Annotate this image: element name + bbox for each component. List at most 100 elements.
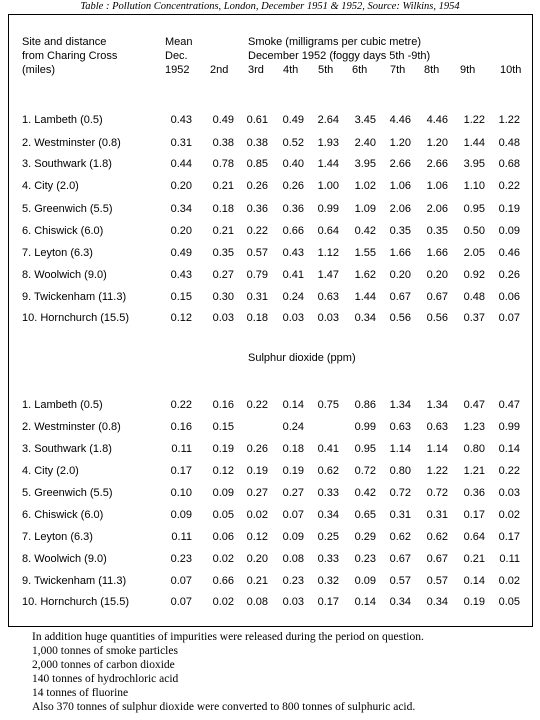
cell: 0.10 — [170, 487, 192, 499]
cell: 2.40 — [354, 137, 376, 149]
cell: 0.19 — [463, 596, 485, 608]
cell: 0.22 — [246, 399, 268, 411]
site-label: 2. Westminster (0.8) — [22, 421, 121, 433]
cell: 0.34 — [354, 312, 376, 324]
cell: 4.46 — [389, 114, 411, 126]
site-label: 5. Greenwich (5.5) — [22, 487, 113, 499]
caption: Table : Pollution Concentrations, London… — [80, 1, 460, 12]
site-label: 9. Twickenham (11.3) — [22, 291, 127, 303]
cell: 0.22 — [246, 225, 268, 237]
cell: 0.14 — [463, 575, 485, 587]
cell: 1.66 — [426, 247, 448, 259]
cell: 0.32 — [317, 575, 339, 587]
site-label: 9. Twickenham (11.3) — [22, 575, 127, 587]
note: In addition huge quantities of impuritie… — [32, 631, 424, 643]
cell: 0.26 — [498, 269, 520, 281]
cell: 2.05 — [463, 247, 485, 259]
header-mean: 1952 — [165, 64, 190, 76]
cell: 0.42 — [354, 225, 376, 237]
cell: 0.43 — [282, 247, 304, 259]
cell: 0.09 — [170, 509, 192, 521]
cell: 0.41 — [317, 443, 339, 455]
cell: 1.22 — [426, 465, 448, 477]
cell: 0.19 — [212, 443, 234, 455]
cell: 0.64 — [317, 225, 339, 237]
cell: 0.68 — [498, 158, 520, 170]
cell: 0.02 — [212, 596, 234, 608]
cell: 1.20 — [389, 137, 411, 149]
cell: 1.62 — [354, 269, 376, 281]
day-header: 5th — [318, 64, 334, 76]
cell: 0.62 — [317, 465, 339, 477]
cell: 0.11 — [499, 553, 520, 565]
cell: 2.66 — [426, 158, 448, 170]
cell: 0.63 — [389, 421, 411, 433]
cell: 1.44 — [354, 291, 376, 303]
cell: 0.11 — [171, 443, 192, 455]
cell: 0.26 — [246, 443, 268, 455]
cell: 0.09 — [354, 575, 376, 587]
cell: 0.72 — [426, 487, 448, 499]
cell: 0.20 — [246, 553, 268, 565]
cell: 0.48 — [498, 137, 520, 149]
note: 14 tonnes of fluorine — [32, 687, 129, 699]
cell: 2.64 — [317, 114, 339, 126]
cell: 0.33 — [317, 487, 339, 499]
cell: 1.02 — [354, 180, 376, 192]
cell: 0.22 — [170, 399, 192, 411]
cell: 0.36 — [463, 487, 485, 499]
cell: 0.26 — [246, 180, 268, 192]
cell: 0.43 — [170, 114, 192, 126]
cell: 0.41 — [282, 269, 304, 281]
cell: 0.22 — [498, 180, 520, 192]
header-mean: Dec. — [165, 50, 188, 62]
cell: 0.63 — [426, 421, 448, 433]
cell: 0.06 — [498, 291, 520, 303]
cell: 0.47 — [498, 399, 520, 411]
site-label: 6. Chiswick (6.0) — [22, 225, 104, 237]
cell: 1.22 — [463, 114, 485, 126]
header-site: Site and distance — [22, 36, 107, 48]
site-label: 7. Leyton (6.3) — [22, 247, 93, 259]
cell: 0.95 — [354, 443, 376, 455]
header-site: from Charing Cross — [22, 50, 118, 62]
cell: 0.49 — [282, 114, 304, 126]
cell: 2.06 — [426, 203, 448, 215]
cell: 0.78 — [212, 158, 234, 170]
cell: 0.61 — [246, 114, 268, 126]
cell: 0.24 — [282, 421, 304, 433]
cell: 0.02 — [212, 553, 234, 565]
site-label: 1. Lambeth (0.5) — [22, 114, 103, 126]
cell: 0.25 — [317, 531, 339, 543]
site-label: 8. Woolwich (9.0) — [22, 269, 107, 281]
cell: 0.07 — [170, 596, 192, 608]
cell: 0.80 — [463, 443, 485, 455]
cell: 1.06 — [389, 180, 411, 192]
section-title: Sulphur dioxide (ppm) — [248, 352, 356, 364]
cell: 0.75 — [317, 399, 339, 411]
cell: 0.48 — [463, 291, 485, 303]
cell: 0.05 — [212, 509, 234, 521]
cell: 0.18 — [246, 312, 268, 324]
cell: 1.10 — [463, 180, 485, 192]
cell: 0.29 — [354, 531, 376, 543]
cell: 0.34 — [170, 203, 192, 215]
cell: 1.34 — [389, 399, 411, 411]
cell: 0.03 — [282, 312, 304, 324]
cell: 0.03 — [212, 312, 234, 324]
day-header: 7th — [390, 64, 406, 76]
cell: 0.99 — [498, 421, 520, 433]
cell: 0.80 — [389, 465, 411, 477]
cell: 0.08 — [246, 596, 268, 608]
site-label: 4. City (2.0) — [22, 465, 79, 477]
cell: 1.06 — [426, 180, 448, 192]
cell: 0.85 — [246, 158, 268, 170]
cell: 1.93 — [317, 137, 339, 149]
cell: 0.38 — [212, 137, 234, 149]
site-label: 2. Westminster (0.8) — [22, 137, 121, 149]
site-label: 6. Chiswick (6.0) — [22, 509, 104, 521]
cell: 0.62 — [426, 531, 448, 543]
day-header: 6th — [352, 64, 368, 76]
cell: 0.42 — [354, 487, 376, 499]
site-label: 3. Southwark (1.8) — [22, 158, 112, 170]
